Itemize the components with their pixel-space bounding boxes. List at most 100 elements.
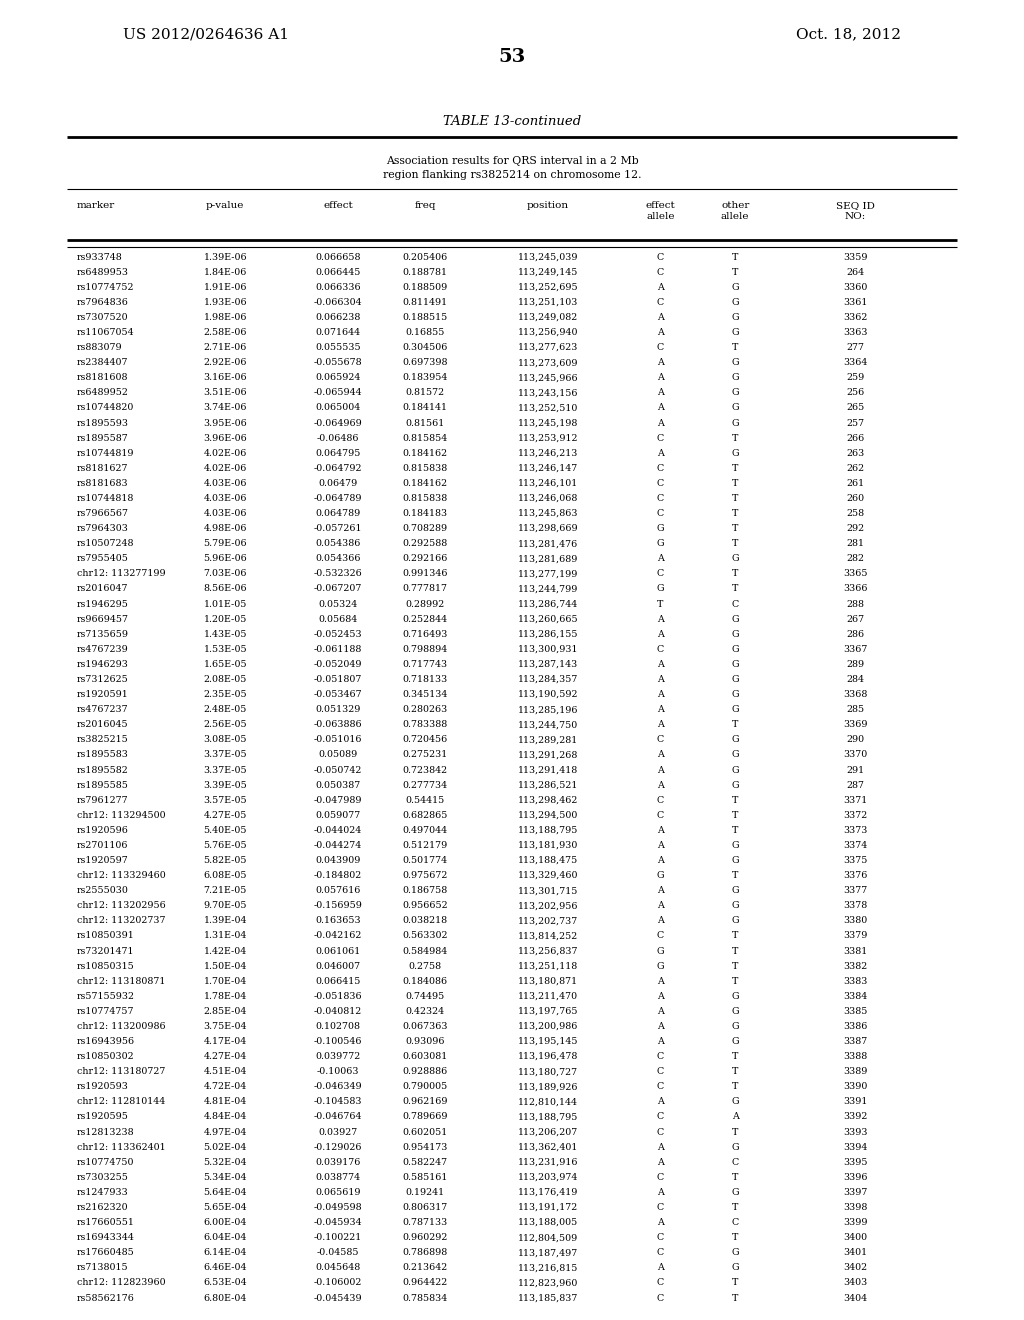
Text: C: C [656,479,665,488]
Text: 113,188,795: 113,188,795 [518,1113,578,1122]
Text: 288: 288 [846,599,864,609]
Text: 0.066238: 0.066238 [315,313,360,322]
Text: 113,176,419: 113,176,419 [518,1188,578,1197]
Text: G: G [731,735,739,744]
Text: 6.14E-04: 6.14E-04 [204,1249,247,1257]
Text: 7.21E-05: 7.21E-05 [204,886,247,895]
Text: T: T [732,524,738,533]
Text: -0.061188: -0.061188 [313,645,362,653]
Text: 9.70E-05: 9.70E-05 [204,902,247,911]
Text: 0.055535: 0.055535 [315,343,360,352]
Text: 113,285,196: 113,285,196 [517,705,579,714]
Text: 3376: 3376 [843,871,867,880]
Text: 0.962169: 0.962169 [402,1097,447,1106]
Text: -0.129026: -0.129026 [313,1143,362,1151]
Text: chr12: 113180727: chr12: 113180727 [77,1068,165,1076]
Text: C: C [656,1068,665,1076]
Text: 3380: 3380 [843,916,867,925]
Text: 0.584984: 0.584984 [402,946,447,956]
Text: 2.85E-04: 2.85E-04 [204,1007,247,1016]
Text: 6.00E-04: 6.00E-04 [204,1218,247,1228]
Text: 3385: 3385 [843,1007,867,1016]
Text: G: G [731,282,739,292]
Text: T: T [732,343,738,352]
Text: rs10744819: rs10744819 [77,449,134,458]
Text: 113,246,213: 113,246,213 [518,449,578,458]
Text: 0.19241: 0.19241 [406,1188,444,1197]
Text: A: A [657,675,664,684]
Text: A: A [657,660,664,669]
Text: 0.786898: 0.786898 [402,1249,447,1257]
Text: rs7955405: rs7955405 [77,554,129,564]
Text: 0.066658: 0.066658 [315,252,360,261]
Text: 2.08E-05: 2.08E-05 [204,675,247,684]
Text: 3.37E-05: 3.37E-05 [204,766,247,775]
Text: 0.071644: 0.071644 [315,329,360,337]
Text: 3378: 3378 [843,902,867,911]
Text: 0.066336: 0.066336 [315,282,360,292]
Text: A: A [657,1022,664,1031]
Text: -0.051016: -0.051016 [313,735,362,744]
Text: 0.03927: 0.03927 [318,1127,357,1137]
Text: C: C [656,810,665,820]
Text: 0.065924: 0.065924 [315,374,360,383]
Text: 3390: 3390 [843,1082,867,1092]
Text: -0.184802: -0.184802 [313,871,362,880]
Text: 0.716493: 0.716493 [402,630,447,639]
Text: rs7964303: rs7964303 [77,524,129,533]
Text: A: A [657,721,664,729]
Text: 0.06479: 0.06479 [318,479,357,488]
Text: -0.050742: -0.050742 [313,766,362,775]
Text: 0.501774: 0.501774 [402,857,447,865]
Text: 0.039772: 0.039772 [315,1052,360,1061]
Text: 113,286,155: 113,286,155 [517,630,579,639]
Text: 0.928886: 0.928886 [402,1068,447,1076]
Text: rs2162320: rs2162320 [77,1203,128,1212]
Text: 113,245,198: 113,245,198 [518,418,578,428]
Text: rs10850315: rs10850315 [77,962,134,970]
Text: T: T [732,946,738,956]
Text: 113,188,005: 113,188,005 [518,1218,578,1228]
Text: -0.051836: -0.051836 [313,991,362,1001]
Text: C: C [656,510,665,517]
Text: chr12: 113202956: chr12: 113202956 [77,902,166,911]
Text: rs7312625: rs7312625 [77,675,129,684]
Text: 0.280263: 0.280263 [402,705,447,714]
Text: A: A [657,826,664,834]
Text: T: T [732,962,738,970]
Text: rs7964836: rs7964836 [77,298,129,306]
Text: A: A [657,766,664,775]
Text: C: C [656,735,665,744]
Text: 0.277734: 0.277734 [402,780,447,789]
Text: 113,231,916: 113,231,916 [517,1158,579,1167]
Text: 0.42324: 0.42324 [406,1007,444,1016]
Text: A: A [657,886,664,895]
Text: 3392: 3392 [843,1113,867,1122]
Text: 4.17E-04: 4.17E-04 [204,1038,247,1045]
Text: 4.98E-06: 4.98E-06 [204,524,247,533]
Text: 0.05684: 0.05684 [318,615,357,623]
Text: A: A [657,374,664,383]
Text: 3.16E-06: 3.16E-06 [204,374,247,383]
Text: 113,245,039: 113,245,039 [517,252,579,261]
Text: G: G [731,902,739,911]
Text: 0.585161: 0.585161 [402,1173,447,1181]
Text: A: A [657,916,664,925]
Text: 4.03E-06: 4.03E-06 [204,479,247,488]
Text: 0.991346: 0.991346 [402,569,447,578]
Text: 1.39E-06: 1.39E-06 [204,252,247,261]
Text: 285: 285 [846,705,864,714]
Text: T: T [732,932,738,940]
Text: 2.48E-05: 2.48E-05 [204,705,247,714]
Text: 3.75E-04: 3.75E-04 [204,1022,247,1031]
Text: 0.184162: 0.184162 [402,449,447,458]
Text: chr12: 112810144: chr12: 112810144 [77,1097,165,1106]
Text: C: C [731,1218,739,1228]
Text: 0.497044: 0.497044 [402,826,447,834]
Text: C: C [731,1158,739,1167]
Text: T: T [732,1127,738,1137]
Text: chr12: 113294500: chr12: 113294500 [77,810,166,820]
Text: C: C [656,645,665,653]
Text: 1.98E-06: 1.98E-06 [204,313,247,322]
Text: C: C [656,1233,665,1242]
